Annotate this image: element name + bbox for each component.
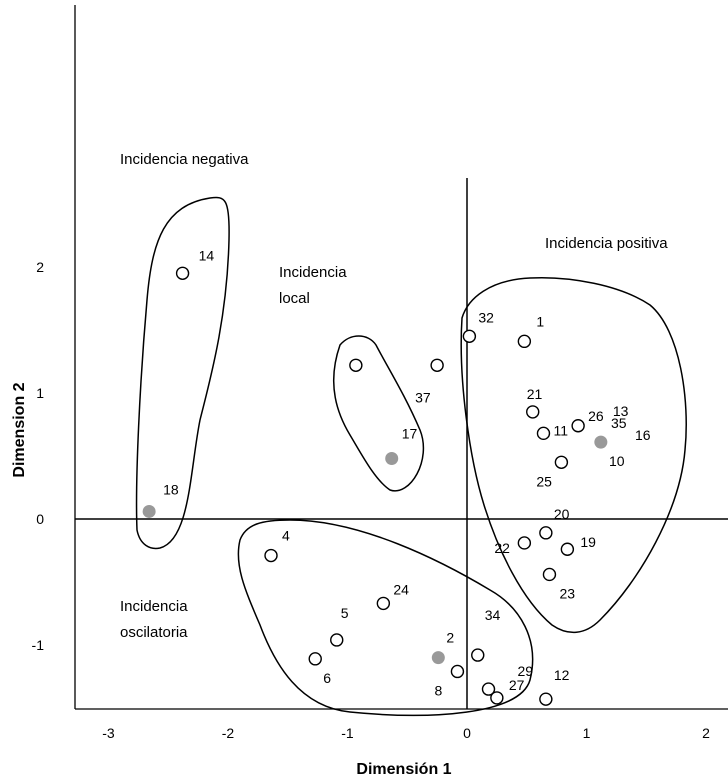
hollow-point-marker xyxy=(490,691,504,705)
region-label: oscilatoria xyxy=(120,624,188,641)
cluster-outline-negativa xyxy=(135,196,230,550)
hollow-point-marker xyxy=(349,358,363,372)
point-label: 24 xyxy=(393,581,409,597)
hollow-point-marker xyxy=(175,266,190,280)
hollow-point-marker xyxy=(308,652,322,666)
region-label: Incidencia negativa xyxy=(120,151,249,168)
hollow-point-marker xyxy=(430,358,444,372)
point-label: 2 xyxy=(446,630,454,646)
hollow-point-marker xyxy=(517,334,532,349)
region-label: Incidencia xyxy=(120,598,188,615)
hollow-point-marker xyxy=(330,633,344,647)
cluster-outline-positiva xyxy=(460,276,687,633)
x-tick-label: 2 xyxy=(702,725,710,741)
point-label: 35 xyxy=(611,415,627,431)
x-tick-label: 0 xyxy=(463,725,471,741)
hollow-point-marker xyxy=(517,536,532,550)
region-label: Incidencia xyxy=(279,264,347,281)
filled-point-marker xyxy=(431,651,445,665)
hollow-point-marker xyxy=(264,548,278,563)
hollow-point-marker xyxy=(376,596,391,611)
hollow-point-marker xyxy=(560,542,575,556)
hollow-point-marker xyxy=(526,405,540,419)
hollow-point-marker xyxy=(481,682,496,696)
point-label: 1 xyxy=(536,313,544,329)
y-tick-label: 0 xyxy=(36,511,44,527)
point-label: 23 xyxy=(559,585,575,601)
cluster-outline-local xyxy=(332,335,425,492)
x-axis-ticks: -3 -2 -1 0 1 2 xyxy=(102,725,710,741)
point-label: 19 xyxy=(580,534,596,550)
point-label: 22 xyxy=(494,540,510,556)
point-label: 12 xyxy=(554,667,570,683)
point-label: 17 xyxy=(402,426,418,442)
filled-point-marker xyxy=(142,504,156,518)
extra-point-labels: 35 16 10 xyxy=(609,415,651,469)
point-label: 26 xyxy=(588,408,604,424)
point-label: 34 xyxy=(485,607,501,623)
hollow-point-marker xyxy=(571,419,585,433)
hollow-point-marker xyxy=(539,526,553,540)
hollow-point-marker xyxy=(462,329,477,343)
point-label: 20 xyxy=(554,506,570,522)
point-label: 29 xyxy=(518,663,534,679)
y-tick-label: 2 xyxy=(36,259,44,275)
x-tick-label: -1 xyxy=(341,725,354,741)
point-label: 11 xyxy=(553,422,568,438)
point-label: 32 xyxy=(478,309,494,325)
cluster-outline-oscilatoria xyxy=(237,519,534,717)
x-tick-label: 1 xyxy=(583,725,591,741)
y-tick-label: -1 xyxy=(32,637,45,653)
point-label: 18 xyxy=(163,481,179,497)
hollow-point-marker xyxy=(539,692,553,706)
filled-point-marker xyxy=(385,452,399,466)
point-label: 27 xyxy=(509,677,525,693)
x-axis-title: Dimensión 1 xyxy=(356,761,451,778)
point-label: 16 xyxy=(635,427,651,443)
hollow-point-marker xyxy=(536,426,551,441)
x-tick-label: -3 xyxy=(102,725,115,741)
point-label: 13 xyxy=(613,403,629,419)
y-axis-ticks: -1 0 1 2 xyxy=(32,259,45,653)
point-label: 10 xyxy=(609,453,625,469)
filled-point-marker xyxy=(594,435,608,449)
y-tick-label: 1 xyxy=(36,385,44,401)
hollow-point-marker xyxy=(542,567,557,582)
x-tick-label: -2 xyxy=(222,725,235,741)
point-label: 6 xyxy=(323,670,331,686)
point-label: 8 xyxy=(434,682,442,698)
region-labels: Incidencia negativa Incidencia local Incide… xyxy=(120,151,668,641)
point-label: 14 xyxy=(199,247,215,263)
region-label: Incidencia positiva xyxy=(545,235,668,252)
hollow-point-marker xyxy=(471,648,485,662)
point-label: 37 xyxy=(415,389,431,405)
hollow-point-marker xyxy=(450,664,465,679)
point-label: 21 xyxy=(527,386,543,402)
point-label: 5 xyxy=(341,605,349,621)
region-label: local xyxy=(279,290,310,307)
point-label: 4 xyxy=(282,528,290,544)
hollow-point-marker xyxy=(554,455,569,469)
point-label: 25 xyxy=(536,473,552,489)
y-axis-title: Dimension 2 xyxy=(11,382,28,477)
